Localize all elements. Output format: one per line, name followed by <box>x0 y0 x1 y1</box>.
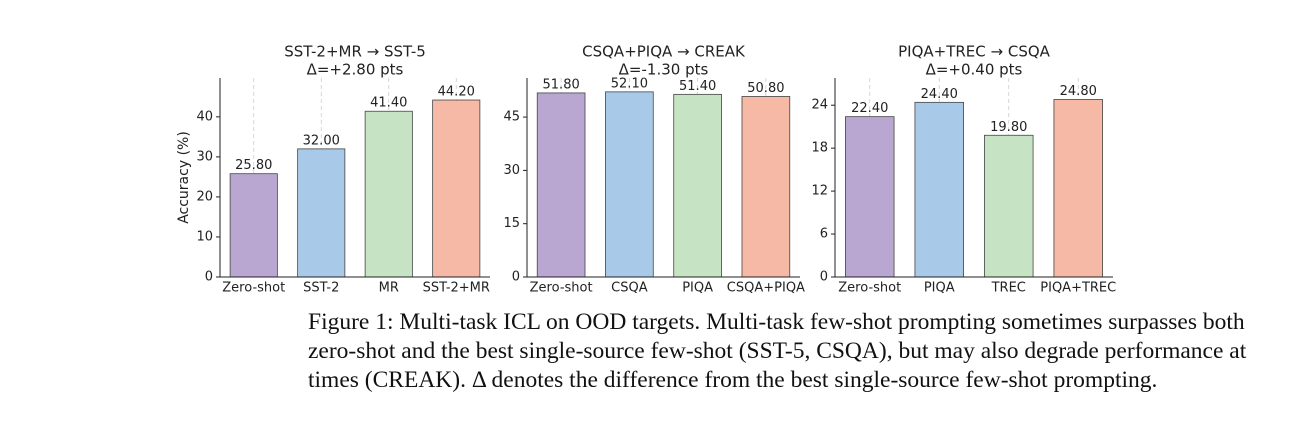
y-tick-label: 15 <box>503 216 520 231</box>
x-tick-label: PIQA+TREC <box>1040 281 1116 296</box>
bar <box>605 91 654 278</box>
y-tick-label: 24 <box>811 98 828 113</box>
x-tick-label: TREC <box>991 281 1026 296</box>
bar <box>1053 99 1103 278</box>
y-axis-label: Accuracy (%) <box>176 131 192 224</box>
figure: SST-2+MR → SST-5Δ=+2.80 pts Accuracy (%) 0… <box>176 43 1116 296</box>
x-tick-label: Zero-shot <box>530 281 593 296</box>
bar <box>364 110 413 278</box>
chart-title: PIQA+TREC → CSQA <box>898 43 1051 61</box>
value-label: 25.80 <box>235 158 272 173</box>
y-tick-label: 20 <box>196 189 213 204</box>
caption: Figure 1: Multi-task ICL on OOD targets.… <box>308 308 1246 395</box>
value-label: 52.10 <box>611 76 648 91</box>
value-label: 19.80 <box>990 120 1027 135</box>
value-label: 44.20 <box>438 85 475 100</box>
chart-title: CSQA+PIQA → CREAK <box>582 43 746 61</box>
y-tick-label: 45 <box>503 110 520 125</box>
bar <box>673 93 722 278</box>
value-label: 50.80 <box>747 81 784 96</box>
value-label: 41.40 <box>370 96 407 111</box>
caption-line: Figure 1: Multi-task ICL on OOD targets.… <box>308 309 1245 335</box>
value-label: 24.80 <box>1060 84 1097 99</box>
value-label: 32.00 <box>303 133 340 148</box>
value-label: 51.40 <box>679 79 716 94</box>
bar <box>984 134 1034 278</box>
bar <box>741 96 791 278</box>
bar <box>914 101 964 278</box>
x-tick-label: Zero-shot <box>838 281 901 296</box>
bar <box>845 116 895 278</box>
y-tick-label: 0 <box>512 270 520 285</box>
x-tick-label: SST-2+MR <box>423 281 490 296</box>
value-label: 22.40 <box>851 101 888 116</box>
y-tick-label: 30 <box>196 149 213 164</box>
bar <box>536 92 586 278</box>
bar <box>229 173 278 278</box>
x-tick-label: MR <box>379 281 399 296</box>
x-tick-label: CSQA <box>611 281 648 296</box>
y-tick-label: 0 <box>205 270 213 285</box>
x-tick-label: SST-2 <box>303 281 339 296</box>
y-tick-label: 18 <box>811 141 828 156</box>
x-tick-label: CSQA+PIQA <box>727 281 805 296</box>
chart-subtitle: Δ=-1.30 pts <box>619 61 709 79</box>
y-tick-label: 40 <box>196 109 213 124</box>
value-label: 24.40 <box>921 87 958 102</box>
bar <box>297 148 346 278</box>
x-tick-label: PIQA <box>682 281 713 296</box>
y-tick-label: 0 <box>820 270 828 285</box>
caption-line: times (CREAK). Δ denotes the difference … <box>308 367 1158 393</box>
value-label: 51.80 <box>543 77 580 92</box>
chart-subtitle: Δ=+2.80 pts <box>307 61 404 79</box>
chart-title: SST-2+MR → SST-5 <box>284 43 426 61</box>
y-tick-label: 30 <box>503 163 520 178</box>
caption-line: zero-shot and the best single-source few… <box>308 338 1247 364</box>
x-tick-label: PIQA <box>924 281 955 296</box>
y-tick-label: 12 <box>811 184 828 199</box>
y-tick-label: 6 <box>820 227 828 242</box>
x-tick-label: Zero-shot <box>222 281 285 296</box>
chart-subtitle: Δ=+0.40 pts <box>926 61 1023 79</box>
bar <box>432 99 481 278</box>
y-tick-label: 10 <box>196 229 213 244</box>
